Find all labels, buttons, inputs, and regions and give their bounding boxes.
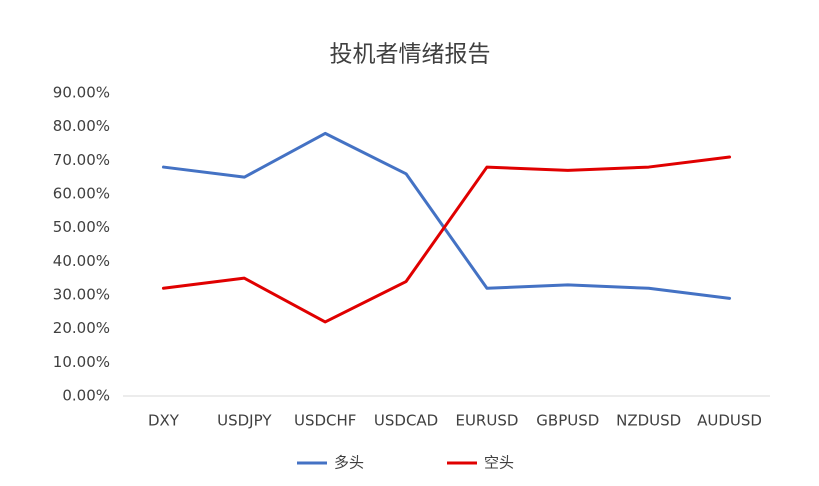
x-tick-label: GBPUSD xyxy=(536,412,599,430)
x-tick-label: EURUSD xyxy=(455,412,518,430)
x-tick-label: NZDUSD xyxy=(616,412,681,430)
y-tick-label: 90.00% xyxy=(53,84,110,102)
y-tick-label: 40.00% xyxy=(53,252,110,270)
x-tick-label: DXY xyxy=(148,412,180,430)
y-tick-label: 30.00% xyxy=(53,286,110,304)
y-tick-label: 50.00% xyxy=(53,218,110,236)
series-line xyxy=(161,155,732,324)
x-tick-label: USDJPY xyxy=(217,412,272,430)
y-tick-label: 60.00% xyxy=(53,185,110,203)
chart-title: 投机者情绪报告 xyxy=(330,42,491,68)
x-tick-label: USDCHF xyxy=(294,412,356,430)
y-tick-label: 10.00% xyxy=(53,353,110,371)
series-line xyxy=(161,131,732,300)
x-tick-label: AUDUSD xyxy=(697,412,762,430)
y-tick-label: 20.00% xyxy=(53,319,110,337)
y-tick-label: 70.00% xyxy=(53,151,110,169)
legend-label: 空头 xyxy=(484,454,514,472)
y-tick-label: 0.00% xyxy=(62,387,110,405)
y-tick-label: 80.00% xyxy=(53,117,110,135)
legend-label: 多头 xyxy=(334,454,364,472)
x-tick-label: USDCAD xyxy=(374,412,438,430)
